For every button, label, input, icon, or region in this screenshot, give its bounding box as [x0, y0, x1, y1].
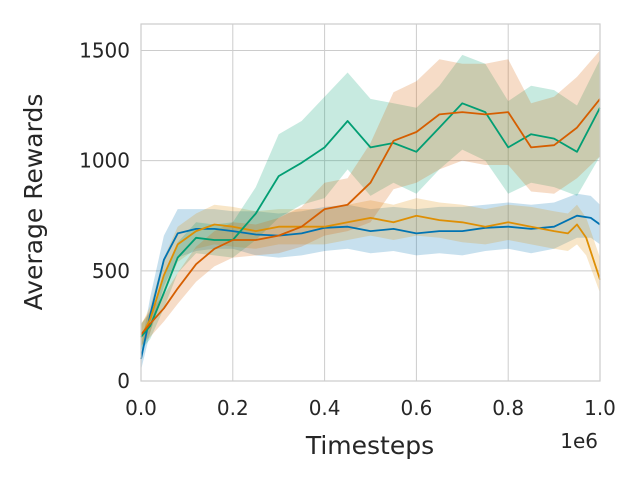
x-tick-label: 0.6: [400, 396, 432, 420]
y-tick-label: 0: [117, 369, 130, 393]
plot-background: [141, 24, 600, 381]
confidence-bands: [141, 50, 600, 370]
y-tick-labels: 0 500 1000 1500: [79, 38, 130, 393]
plot-frame: [140, 23, 601, 382]
x-tick-label: 0.0: [125, 396, 157, 420]
series-line-3: [140, 98, 601, 336]
x-tick-label: 0.2: [217, 396, 249, 420]
series-band-1: [141, 198, 600, 348]
x-tick-label: 0.8: [492, 396, 524, 420]
series-line-1: [140, 214, 601, 338]
x-tick-label: 0.4: [309, 396, 341, 420]
series-line-2: [140, 102, 601, 338]
y-axis-label: Average Rewards: [19, 94, 48, 311]
x-tick-labels: 0.0 0.2 0.4 0.6 0.8 1.0: [125, 396, 616, 420]
series-line-0: [140, 214, 601, 360]
y-tick-label: 1000: [79, 149, 130, 173]
series-band-3: [141, 50, 600, 346]
series-band-0: [141, 193, 600, 370]
x-tick-label: 1.0: [584, 396, 616, 420]
x-axis-label: Timesteps: [305, 431, 434, 460]
x-offset-label: 1e6: [560, 429, 598, 453]
series-band-2: [141, 54, 600, 351]
series-lines: [140, 98, 601, 360]
y-tick-label: 1500: [79, 38, 130, 62]
y-tick-label: 500: [92, 259, 130, 283]
